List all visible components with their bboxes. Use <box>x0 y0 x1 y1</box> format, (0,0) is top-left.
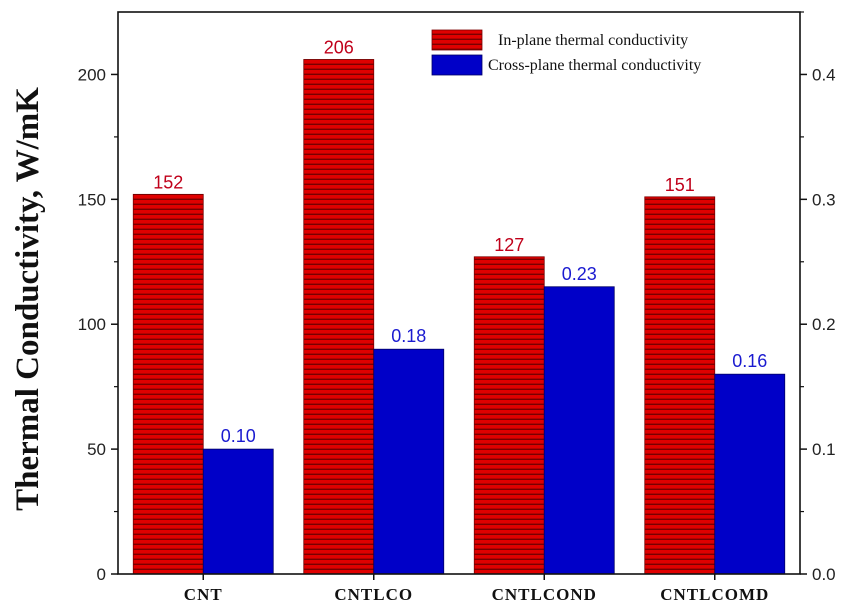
y-tick-label-150: 150 <box>78 190 106 209</box>
y2-tick-label-3: 0.3 <box>812 190 836 209</box>
legend-swatch-cross-plane <box>431 54 483 76</box>
bar-cross-plane-cntlco <box>373 348 445 575</box>
data-label-cross-plane-cntlco: 0.18 <box>391 326 426 346</box>
bar-in-plane-cntlcond <box>473 256 545 575</box>
data-label-in-plane-cntlcond: 127 <box>494 235 524 255</box>
y2-tick-label-1: 0.1 <box>812 440 836 459</box>
x-tick-label-cntlcond: CNTLCOND <box>492 585 597 604</box>
bar-in-plane-cntlcomd <box>644 196 716 575</box>
data-label-cross-plane-cnt: 0.10 <box>221 426 256 446</box>
data-label-in-plane-cnt: 152 <box>153 172 183 192</box>
bar-cross-plane-cntlcomd <box>714 373 786 575</box>
bar-cross-plane-cntlcond <box>543 286 615 575</box>
data-label-in-plane-cntlcomd: 151 <box>665 175 695 195</box>
y-tick-label-100: 100 <box>78 315 106 334</box>
y2-tick-label-0: 0.0 <box>812 565 836 584</box>
data-label-cross-plane-cntlcomd: 0.16 <box>732 351 767 371</box>
bar-in-plane-cntlco <box>303 59 375 575</box>
legend-label-in-plane: In-plane thermal conductivity <box>498 32 688 49</box>
x-tick-label-cntlcomd: CNTLCOMD <box>660 585 769 604</box>
y-tick-label-200: 200 <box>78 65 106 84</box>
legend-swatch-in-plane <box>431 29 483 51</box>
bar-cross-plane-cnt <box>202 448 274 575</box>
data-label-cross-plane-cntlcond: 0.23 <box>562 264 597 284</box>
legend-label-cross-plane: Cross-plane thermal conductivity <box>488 57 701 74</box>
bar-in-plane-cnt <box>132 193 204 575</box>
y-axis-title: Thermal Conductivity, W/mK <box>10 87 46 511</box>
x-tick-label-cnt: CNT <box>184 585 223 604</box>
data-label-in-plane-cntlco: 206 <box>324 37 354 57</box>
x-tick-label-cntlco: CNTLCO <box>334 585 413 604</box>
y2-tick-label-4: 0.4 <box>812 65 836 84</box>
y-tick-label-0: 0 <box>97 565 106 584</box>
y2-tick-label-2: 0.2 <box>812 315 836 334</box>
plot-frame <box>117 11 801 575</box>
y-tick-label-50: 50 <box>87 440 106 459</box>
